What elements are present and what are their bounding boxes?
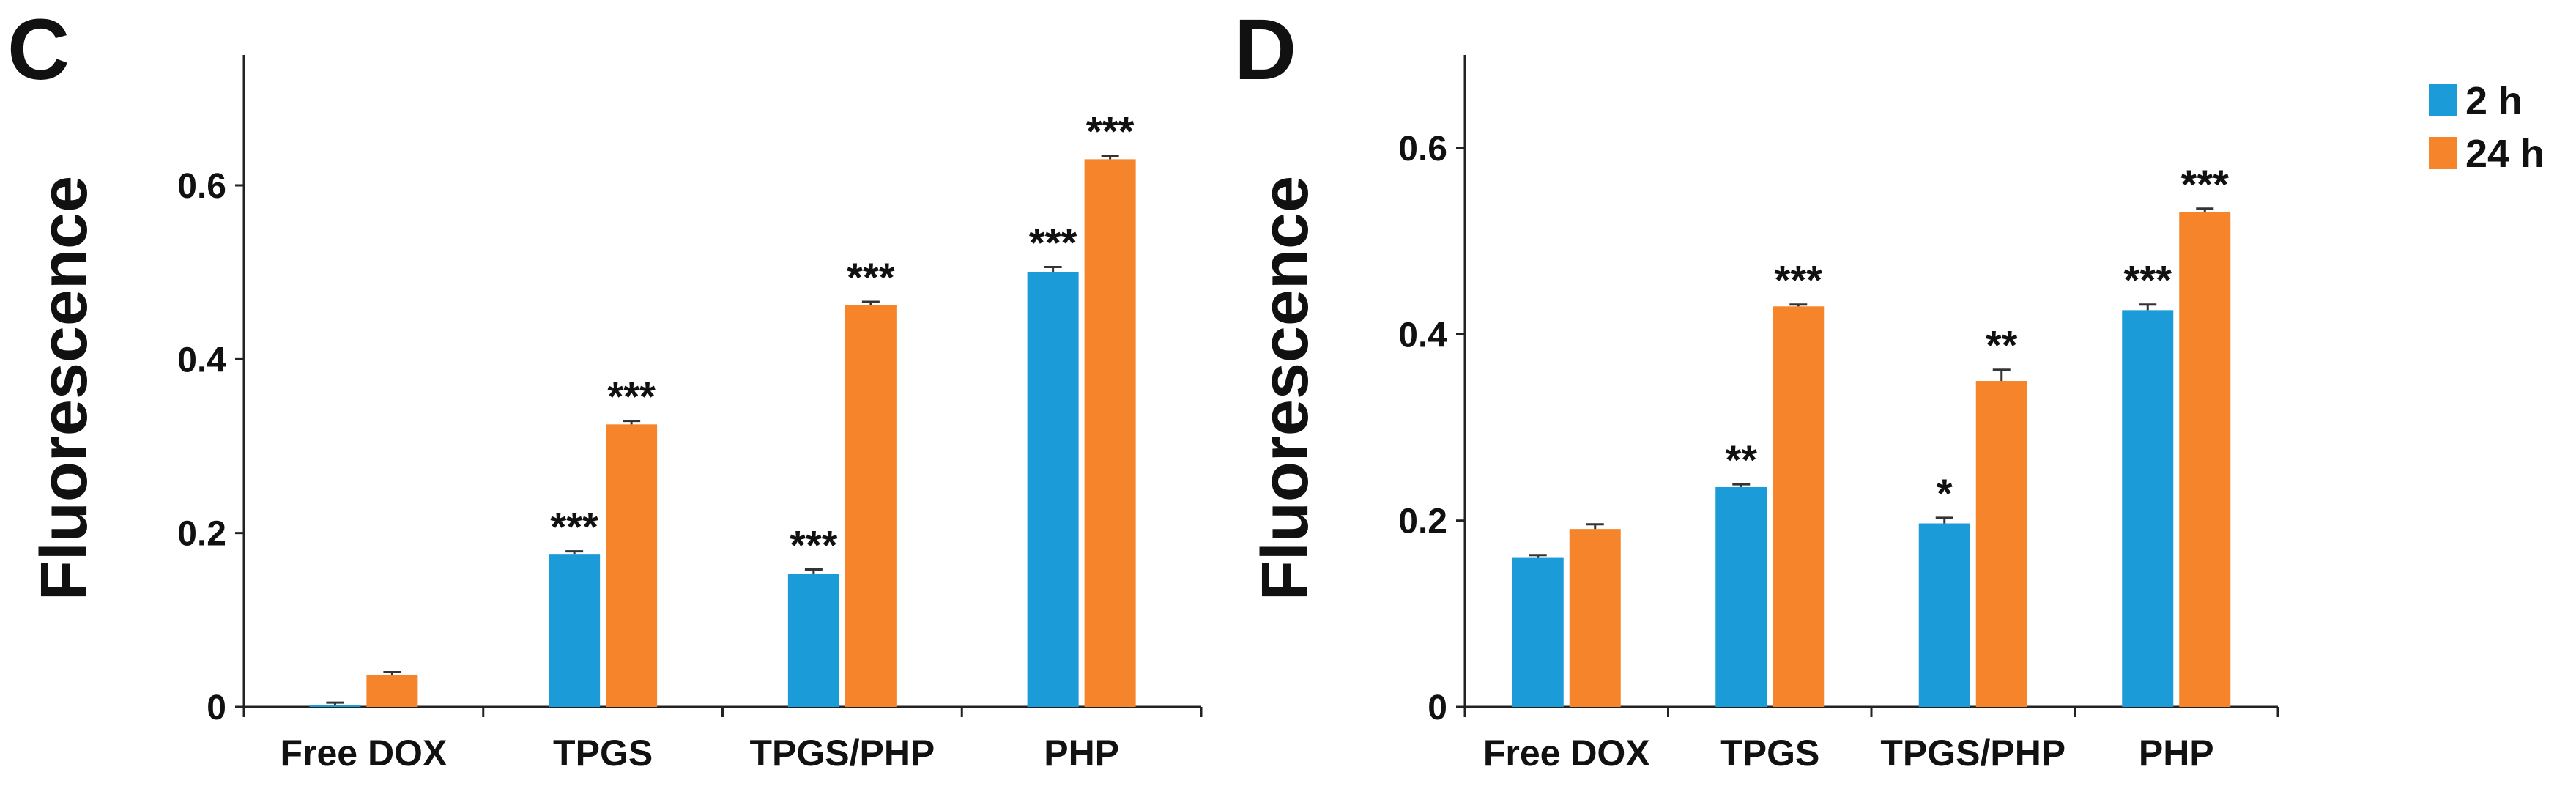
x-category-label: PHP — [2139, 733, 2214, 774]
y-axis-label: Fluorescence — [1249, 176, 1322, 601]
significance-marker: * — [1937, 470, 1953, 516]
x-category-label: TPGS — [553, 733, 653, 774]
y-tick-label: 0.4 — [1398, 316, 1447, 355]
significance-marker: *** — [550, 504, 598, 550]
bar-24h — [1084, 159, 1136, 707]
bar-24h — [845, 305, 897, 707]
significance-marker: *** — [847, 254, 895, 300]
legend: 2 h 24 h — [2429, 79, 2545, 176]
x-category-label: Free DOX — [1483, 733, 1650, 774]
significance-marker: ** — [1725, 437, 1757, 483]
bar-24h — [1569, 529, 1621, 707]
y-tick-label: 0 — [207, 689, 226, 727]
bar-2h — [1027, 272, 1079, 708]
y-tick-label: 0.6 — [1398, 130, 1447, 168]
legend-swatch-24h — [2429, 137, 2457, 169]
bar-2h — [1715, 486, 1767, 707]
x-category-label: PHP — [1044, 733, 1119, 774]
significance-marker: *** — [2124, 257, 2172, 303]
legend-label-2h: 2 h — [2465, 79, 2523, 123]
significance-marker: *** — [1029, 220, 1077, 266]
bar-24h — [606, 424, 658, 707]
x-category-label: Free DOX — [280, 733, 447, 774]
significance-marker: *** — [1086, 108, 1135, 155]
plot-area: 0 0.2 0.4 0.6 Free DOX TPGS TPGS/PHP PHP *** *** *… — [177, 55, 1203, 774]
bar-2h — [2122, 310, 2174, 707]
significance-marker: *** — [2181, 161, 2230, 207]
y-tick-label: 0.4 — [177, 341, 226, 379]
legend-label-24h: 24 h — [2465, 132, 2545, 176]
bar-2h — [787, 574, 839, 707]
bar-2h — [1512, 557, 1564, 707]
bar-24h — [366, 675, 418, 707]
y-axis-label: Fluorescence — [28, 176, 101, 601]
y-tick-label: 0 — [1428, 689, 1447, 727]
bar-24h — [1975, 381, 2027, 707]
y-tick-label: 0.6 — [177, 167, 226, 206]
significance-marker: *** — [1775, 257, 1823, 303]
x-category-label: TPGS/PHP — [749, 733, 935, 774]
x-category-label: TPGS — [1720, 733, 1819, 774]
significance-marker: *** — [607, 374, 656, 420]
significance-marker: ** — [1986, 322, 2018, 368]
bar-24h — [1773, 306, 1825, 707]
legend-swatch-2h — [2429, 84, 2457, 116]
bar-2h — [549, 554, 601, 707]
chart-panel-c: C Fluorescence 0 0.2 0.4 0.6 Free DOX TPGS TPG… — [7, 1, 1203, 774]
significance-marker: *** — [790, 522, 838, 568]
bar-24h — [2179, 212, 2231, 707]
bar-2h — [1918, 523, 1970, 707]
y-tick-label: 0.2 — [1398, 503, 1447, 541]
panel-letter: C — [7, 1, 70, 98]
chart-panel-d: D Fluorescence 0 0.2 0.4 0.6 Free DOX TPGS TPG… — [1234, 1, 2279, 774]
bar-2h — [309, 705, 361, 707]
x-category-label: TPGS/PHP — [1880, 733, 2065, 774]
y-tick-label: 0.2 — [177, 515, 226, 554]
panel-letter: D — [1234, 1, 1296, 98]
